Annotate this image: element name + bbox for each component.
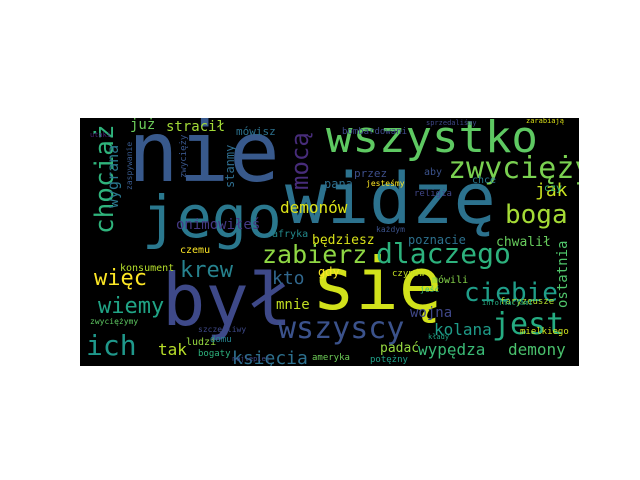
word: najlepiej (232, 355, 270, 363)
word: bombardowani (342, 127, 408, 137)
word: nie (128, 118, 280, 201)
word: poznacie (408, 233, 466, 247)
word: krew (180, 258, 233, 283)
word: był (162, 258, 293, 342)
word: afryka (272, 229, 309, 240)
word: bogaty (198, 349, 231, 359)
word: tak (158, 340, 187, 359)
word: mówisz (236, 125, 276, 138)
word: jest (492, 307, 565, 342)
word: wygrana (104, 144, 122, 208)
word: utaki (90, 131, 112, 139)
word: ameryka (312, 353, 350, 363)
word: kto (272, 268, 305, 289)
word: konsument (120, 263, 175, 274)
word: czy (544, 183, 563, 194)
word: mielkiego (520, 327, 569, 337)
word: stanmy (223, 144, 237, 188)
word: kolana (434, 320, 492, 339)
word: ciebie (464, 278, 558, 308)
word: religia (414, 189, 452, 199)
word: stracił (166, 119, 226, 135)
word: wypędza (418, 340, 486, 359)
word: każdym (376, 225, 405, 234)
word: chce (472, 175, 497, 186)
word: jesteśmy (366, 179, 405, 188)
word: ludzi (186, 337, 217, 348)
word: pana (324, 177, 353, 191)
word: padać (380, 341, 420, 356)
word: księcia (232, 348, 308, 367)
word: zaspywanie (125, 141, 134, 190)
word: jego (142, 183, 282, 251)
word: zarabiają (526, 118, 564, 125)
word: zwyciężymy (90, 317, 139, 326)
word: gdy (318, 265, 340, 279)
word: zwycięży (448, 151, 579, 186)
word: demonów (280, 198, 348, 217)
word: mocą (286, 132, 314, 190)
word: widzę (285, 158, 496, 240)
word: czynów (392, 269, 425, 279)
word: mnie (276, 297, 310, 313)
word: demony (508, 340, 566, 359)
word: boga (505, 200, 568, 230)
word: wszyscy (278, 311, 405, 346)
word: wiemy (98, 294, 165, 319)
word: się (312, 242, 443, 326)
word: jak (535, 180, 568, 201)
word-cloud: nie widzę się był jego wszystko zwycięży… (80, 118, 579, 366)
word: szczęśliwy (198, 325, 247, 334)
word: mówili (432, 275, 469, 286)
word: wszystko (326, 118, 538, 163)
word: domu (210, 335, 232, 345)
word: faryzeusze (500, 297, 555, 307)
word: informacjami (482, 299, 533, 307)
word: jeść (420, 285, 440, 294)
word: już (130, 118, 156, 133)
word: więc (94, 266, 147, 291)
word: sprzedaliśmy (426, 119, 477, 127)
word: kłady (428, 333, 450, 341)
word: ostatnia (555, 240, 571, 308)
word: onimowiłeś (176, 217, 261, 233)
word: zwycięży (179, 134, 189, 178)
word: wojna (410, 305, 453, 321)
word: zabierz (262, 240, 368, 269)
word: czemu (180, 245, 211, 256)
word: aby (424, 167, 443, 178)
word: potężny (370, 355, 408, 365)
word: będziesz (312, 233, 375, 248)
word: chwalił (496, 235, 551, 250)
word: dlaczego (376, 237, 511, 270)
word: przez (354, 167, 388, 180)
word: ich (86, 329, 137, 362)
